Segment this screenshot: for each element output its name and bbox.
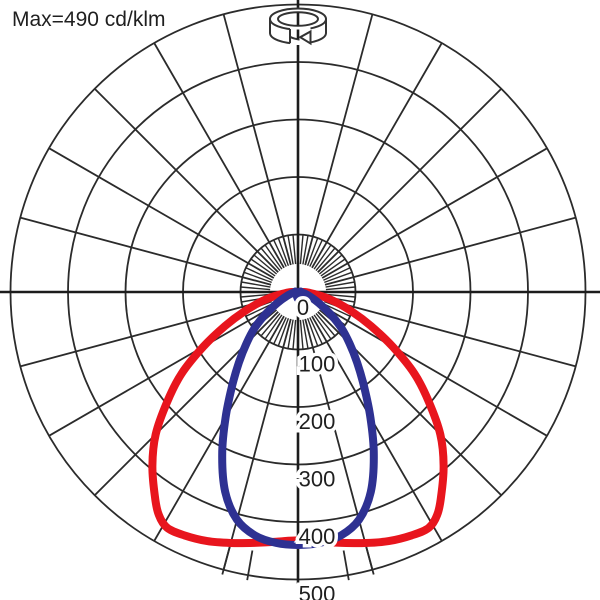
grid-minor-line bbox=[302, 235, 309, 265]
inner-wall-arc bbox=[289, 35, 300, 41]
radial-tick-label: 500 bbox=[299, 581, 336, 600]
grid-major-line bbox=[321, 305, 548, 437]
rotation-arrow-tab bbox=[298, 29, 312, 46]
grid-minor-line bbox=[240, 286, 271, 291]
grid-major-line bbox=[20, 216, 272, 286]
grid-major-line bbox=[324, 298, 576, 368]
grid-major-line bbox=[304, 318, 374, 570]
grid-major-line bbox=[48, 147, 275, 279]
grid-major-line bbox=[304, 14, 374, 266]
grid-minor-line bbox=[273, 317, 287, 345]
grid-minor-line bbox=[241, 281, 271, 288]
grid-minor-line bbox=[325, 293, 356, 298]
nadir-tick bbox=[342, 550, 350, 581]
grid-major-line bbox=[317, 88, 502, 273]
grid-minor-line bbox=[315, 312, 336, 337]
luminaire-symbol bbox=[269, 7, 327, 46]
radial-tick-label: 0 bbox=[297, 295, 309, 320]
grid-minor-line bbox=[325, 286, 356, 291]
curve-blue-narrow-beam bbox=[218, 287, 378, 549]
radial-tick-label: 300 bbox=[299, 466, 336, 491]
grid-minor-line bbox=[320, 258, 346, 277]
grid-minor-line bbox=[287, 319, 294, 349]
grid-major-line bbox=[94, 88, 279, 273]
grid-minor-line bbox=[253, 254, 278, 275]
grid-minor-line bbox=[264, 244, 283, 270]
grid-minor-line bbox=[277, 318, 290, 347]
grid-major-line bbox=[222, 14, 292, 266]
grid-minor-line bbox=[264, 314, 283, 340]
nadir-tick bbox=[365, 545, 375, 575]
grid-major-line bbox=[324, 216, 576, 286]
max-intensity-label: Max=490 cd/klm bbox=[12, 8, 166, 31]
grid-minor-line bbox=[318, 254, 343, 275]
radial-tick-label: 100 bbox=[299, 351, 336, 376]
luminaire-rotation-icon bbox=[269, 7, 327, 46]
nadir-tick bbox=[221, 545, 231, 575]
grid-minor-line bbox=[306, 318, 319, 347]
grid-minor-line bbox=[277, 237, 290, 266]
grid-major-line bbox=[48, 305, 275, 437]
radial-tick-labels: 0 100 200 300 400 500 bbox=[293, 291, 338, 600]
grid-minor-line bbox=[323, 267, 351, 281]
grid-minor-line bbox=[250, 258, 276, 277]
grid-minor-line bbox=[299, 234, 304, 265]
radial-tick-label: 400 bbox=[299, 524, 336, 549]
grid-minor-line bbox=[287, 235, 294, 265]
grid-major-line bbox=[311, 315, 443, 542]
grid-minor-line bbox=[273, 239, 287, 267]
grid-major-radials bbox=[20, 14, 576, 570]
grid-minor-line bbox=[309, 317, 323, 345]
grid-minor-line bbox=[302, 319, 309, 349]
grid-minor-line bbox=[240, 293, 271, 298]
grid-minor-line bbox=[260, 312, 281, 337]
grid-minor-line bbox=[309, 239, 323, 267]
intensity-curves bbox=[148, 287, 448, 549]
grid-minor-line bbox=[325, 281, 355, 288]
grid-minor-line bbox=[313, 244, 332, 270]
grid-major-line bbox=[321, 147, 548, 279]
grid-major-line bbox=[20, 298, 272, 368]
grid-minor-line bbox=[315, 247, 336, 272]
grid-minor-line bbox=[243, 271, 272, 284]
grid-minor-line bbox=[324, 271, 353, 284]
grid-minor-line bbox=[292, 234, 297, 265]
grid-minor-line bbox=[299, 319, 304, 350]
grid-major-line bbox=[153, 42, 285, 269]
grid-minor-line bbox=[313, 314, 332, 340]
grid-major-line bbox=[311, 42, 443, 269]
grid-minor-line bbox=[260, 247, 281, 272]
radial-tick-label: 200 bbox=[299, 409, 336, 434]
grid-minor-line bbox=[306, 237, 319, 266]
grid-major-line bbox=[153, 315, 285, 542]
nadir-ticks bbox=[221, 545, 375, 581]
grid-minor-line bbox=[245, 267, 273, 281]
grid-major-line bbox=[222, 318, 292, 570]
nadir-tick bbox=[246, 550, 254, 581]
grid-minor-line bbox=[292, 319, 297, 350]
